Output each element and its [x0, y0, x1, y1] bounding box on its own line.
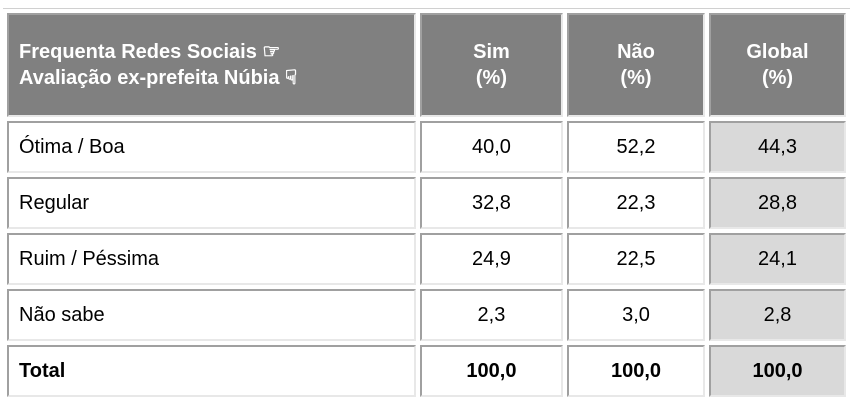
table-row: Total 100,0 100,0 100,0 — [7, 345, 846, 397]
table-row: Ótima / Boa 40,0 52,2 44,3 — [7, 121, 846, 173]
table-cell: 2,8 — [708, 289, 846, 341]
table-cell: 28,8 — [708, 177, 846, 229]
table: Frequenta Redes Sociais ☞ Avaliação ex-pr… — [3, 9, 850, 401]
table-cell: 2,3 — [419, 289, 563, 341]
header-cell: Sim (%) — [419, 13, 563, 117]
table-cell: 24,1 — [708, 233, 846, 285]
row-label: Total — [7, 345, 416, 397]
row-label: Ótima / Boa — [7, 121, 416, 173]
table-cell: 22,5 — [566, 233, 705, 285]
row-label: Regular — [7, 177, 416, 229]
table-row: Não sabe 2,3 3,0 2,8 — [7, 289, 846, 341]
table-body: Ótima / Boa 40,0 52,2 44,3 Regular 32,8 22,3 28… — [7, 121, 846, 397]
table-row: Ruim / Péssima 24,9 22,5 24,1 — [7, 233, 846, 285]
header-text: (%) — [620, 67, 652, 89]
table-cell: 100,0 — [708, 345, 846, 397]
row-label: Não sabe — [7, 289, 416, 341]
header-text: Não — [617, 41, 655, 63]
header-text: Avaliação ex-prefeita Núbia ☟ — [19, 67, 298, 89]
table-cell: 22,3 — [566, 177, 705, 229]
row-label: Ruim / Péssima — [7, 233, 416, 285]
header-text: Frequenta Redes Sociais ☞ — [19, 41, 281, 63]
table-cell: 100,0 — [419, 345, 563, 397]
header-text: Sim — [473, 41, 510, 63]
header-text: (%) — [475, 67, 507, 89]
table-cell: 52,2 — [566, 121, 705, 173]
table-cell: 32,8 — [419, 177, 563, 229]
table-cell: 100,0 — [566, 345, 705, 397]
table-row: Regular 32,8 22,3 28,8 — [7, 177, 846, 229]
table-cell: 24,9 — [419, 233, 563, 285]
table-cell: 40,0 — [419, 121, 563, 173]
header-text: (%) — [761, 67, 794, 89]
table-cell: 3,0 — [566, 289, 705, 341]
header-text: Global — [746, 41, 809, 63]
header-row: Frequenta Redes Sociais ☞ Avaliação ex-pr… — [7, 13, 846, 117]
table-cell: 44,3 — [708, 121, 846, 173]
header-cell: Frequenta Redes Sociais ☞ Avaliação ex-pr… — [7, 13, 416, 117]
table-container: Frequenta Redes Sociais ☞ Avaliação ex-pr… — [3, 8, 850, 401]
header-cell: Global (%) — [708, 13, 846, 117]
header-cell: Não (%) — [566, 13, 705, 117]
